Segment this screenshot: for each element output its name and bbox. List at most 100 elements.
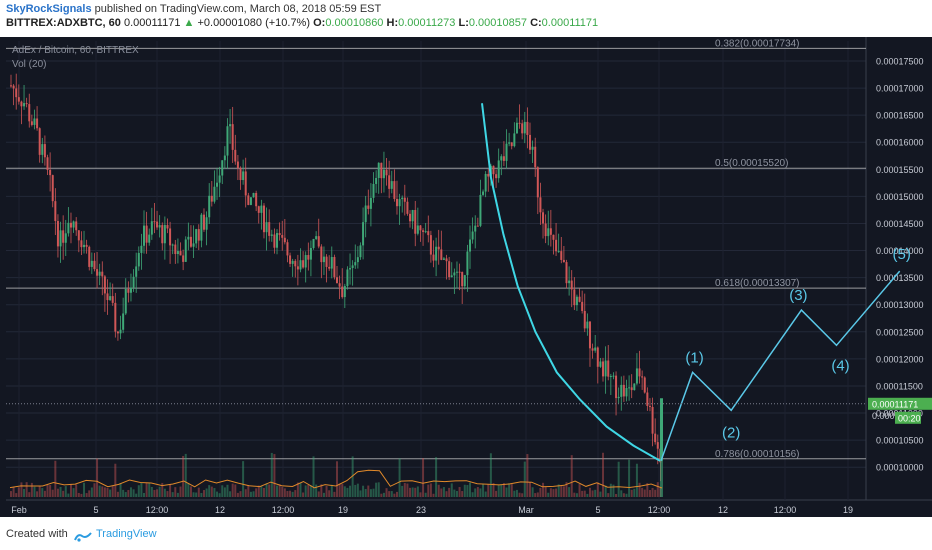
chart-panel[interactable]: 0.00017500 0.00017000 0.00016500 0.00016000… [0, 37, 932, 517]
candle-body [325, 256, 328, 267]
candle-body [216, 182, 219, 187]
candle-body [414, 210, 417, 234]
author-link[interactable]: SkyRockSignals [6, 3, 92, 15]
candle-body [88, 246, 91, 267]
candle-body [281, 235, 284, 238]
volume-bar [534, 493, 537, 497]
volume-bar [260, 486, 263, 497]
x-tick-label: Mar [518, 505, 534, 515]
decay-curve-line [481, 103, 661, 462]
volume-bar [638, 482, 641, 497]
candle-body [10, 85, 12, 87]
volume-bar [96, 458, 99, 497]
candle-body [581, 301, 584, 311]
volume-bar [440, 488, 443, 497]
candle-body [122, 313, 125, 330]
candle-body [101, 271, 104, 277]
candle-body [628, 387, 631, 389]
candle-body [294, 260, 297, 267]
tradingview-link[interactable]: TradingView [96, 528, 157, 540]
volume-bar [406, 483, 409, 497]
volume-bar [213, 488, 216, 497]
volume-bar [625, 493, 628, 497]
candle-body [30, 121, 33, 125]
candle-body [656, 442, 659, 449]
volume-bar [338, 483, 341, 497]
volume-bar [547, 492, 550, 497]
volume-bar [435, 457, 438, 497]
wave-label: (4) [831, 357, 849, 374]
candle-body [158, 225, 161, 228]
candle-body [539, 197, 542, 213]
volume-bar [145, 482, 148, 497]
candle-body [163, 225, 166, 244]
candle-body [510, 142, 513, 147]
candle-body [461, 272, 464, 287]
candle-body [557, 251, 560, 253]
candle-body [223, 155, 226, 161]
volume-bar [67, 493, 70, 497]
volume-bar [255, 488, 258, 497]
candle-body [442, 258, 445, 260]
candle-body [463, 275, 466, 287]
change-arrow-icon: ▲ [183, 17, 195, 29]
candle-body [544, 223, 547, 237]
candle-body [171, 244, 174, 246]
candle-body [416, 225, 419, 234]
candle-body [575, 296, 578, 306]
volume-bar [197, 487, 200, 497]
wave-label: (2) [722, 424, 740, 441]
volume-bar [114, 463, 117, 497]
volume-bar [12, 486, 15, 497]
x-tick-label: 12:00 [774, 505, 797, 515]
candle-body [570, 280, 573, 290]
candle-body [56, 221, 59, 247]
volume-bar [85, 493, 88, 497]
candle-body [221, 160, 224, 176]
volume-bar [88, 490, 91, 497]
volume-bar [276, 485, 279, 497]
candle-body [362, 222, 365, 246]
volume-bar [195, 492, 198, 497]
volume-bar [109, 489, 112, 497]
volume-bar [218, 493, 221, 497]
x-tick-label: 23 [416, 505, 426, 515]
volume-bar [469, 482, 472, 497]
volume-bar [101, 486, 104, 497]
candle-body [562, 259, 565, 263]
volume-bar [182, 455, 185, 497]
wave-label: (5) [893, 246, 911, 263]
volume-bar [628, 459, 631, 497]
price-chart[interactable]: 0.00017500 0.00017000 0.00016500 0.00016000… [0, 37, 932, 517]
volume-bar [641, 487, 644, 497]
candle-body [276, 233, 279, 248]
footer: Created with TradingView [0, 517, 932, 550]
candle-body [333, 256, 336, 278]
tradingview-logo-icon[interactable] [74, 529, 92, 547]
candle-body [630, 387, 633, 391]
candle-body [338, 283, 341, 287]
candle-body [492, 165, 495, 175]
candle-body [291, 260, 294, 264]
candle-body [609, 375, 612, 377]
candle-body [555, 239, 558, 252]
volume-bar [17, 487, 20, 497]
volume-bar [43, 490, 46, 497]
candle-body [187, 236, 190, 240]
volume-bar [419, 492, 422, 497]
candle-body [356, 257, 359, 263]
candle-body [427, 231, 430, 236]
volume-bar [328, 490, 331, 497]
candle-body [346, 269, 349, 287]
volume-bar [521, 493, 524, 497]
y-tick-label: 0.00012000 [876, 354, 924, 364]
volume-bar [594, 489, 597, 497]
candle-body [166, 225, 169, 229]
candle-body [596, 347, 599, 367]
volume-bar [622, 493, 625, 497]
candle-body [137, 252, 140, 267]
candle-body [307, 255, 310, 260]
volume-bar [487, 484, 490, 497]
volume-bar [247, 485, 250, 497]
volume-bar [555, 488, 558, 497]
